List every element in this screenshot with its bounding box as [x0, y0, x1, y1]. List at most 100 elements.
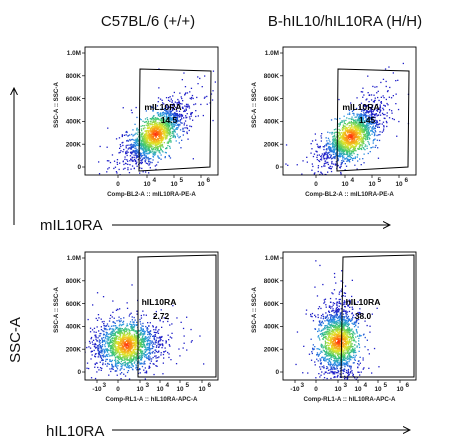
event-dot [374, 146, 376, 148]
event-dot [320, 159, 323, 161]
event-dot [395, 93, 397, 95]
event-dot [172, 113, 174, 115]
event-dot [329, 132, 331, 134]
event-dot [115, 346, 117, 348]
event-dot [159, 336, 161, 338]
event-dot [175, 114, 177, 117]
event-dot [162, 125, 165, 128]
event-dot [165, 117, 167, 119]
event-dot [113, 330, 116, 332]
event-dot [344, 146, 346, 148]
x-tick-label: 10 [197, 181, 205, 188]
event-dot [129, 138, 131, 141]
event-dot [366, 136, 368, 138]
event-dot [161, 131, 163, 133]
event-dot [320, 137, 323, 139]
y-tick-label: 0 [77, 164, 81, 171]
event-dot [365, 106, 367, 108]
event-dot [102, 343, 104, 346]
event-dot [134, 147, 136, 149]
event-dot [191, 96, 193, 99]
event-dot [146, 117, 148, 119]
event-dot [151, 358, 153, 360]
event-dot [153, 336, 155, 338]
event-dot [366, 126, 368, 129]
event-dot [323, 154, 326, 156]
event-dot [320, 172, 323, 174]
event-dot [174, 129, 176, 131]
event-dot [146, 142, 148, 144]
event-dot [146, 136, 149, 138]
event-dot [168, 113, 170, 115]
event-dot [117, 362, 119, 364]
event-dot [165, 112, 167, 115]
event-dot [111, 316, 113, 318]
event-dot [102, 356, 105, 358]
event-dot [153, 148, 155, 150]
event-dot [142, 310, 144, 312]
event-dot [161, 135, 163, 138]
event-dot [163, 113, 165, 116]
event-dot [121, 358, 123, 360]
event-dot [63, 362, 64, 363]
y-tick-label: 800K [264, 73, 280, 80]
event-dot [170, 118, 173, 121]
event-dot [143, 153, 145, 155]
event-dot [332, 183, 333, 184]
event-dot [349, 161, 351, 163]
event-dot [351, 157, 353, 160]
event-dot [131, 177, 132, 178]
event-dot [339, 143, 341, 145]
event-dot [115, 336, 117, 338]
event-dot [315, 150, 317, 152]
event-dot [145, 344, 148, 346]
event-dot [131, 327, 133, 330]
event-dot [342, 149, 344, 151]
event-dot [128, 367, 130, 369]
event-dot [338, 137, 340, 139]
event-dot [100, 350, 102, 352]
event-dot [129, 147, 131, 149]
y-axis-title: SSC-A :: SSC-A [53, 82, 60, 128]
event-dot [325, 174, 327, 175]
event-dot [363, 121, 366, 123]
event-dot [132, 330, 135, 332]
event-dot [351, 136, 353, 138]
event-dot [139, 334, 141, 336]
event-dot [161, 347, 163, 349]
event-dot [98, 317, 100, 319]
event-dot [169, 139, 171, 141]
event-dot [150, 146, 152, 148]
event-dot [126, 358, 128, 360]
event-dot [138, 362, 140, 364]
event-dot [108, 374, 110, 376]
event-dot [98, 351, 100, 354]
event-dot [103, 320, 105, 323]
event-dot [172, 122, 175, 124]
event-dot [385, 85, 387, 88]
event-dot [338, 142, 340, 144]
event-dot [371, 122, 374, 124]
event-dot [168, 139, 170, 141]
event-dot [137, 131, 139, 133]
event-dot [155, 148, 157, 150]
event-dot [367, 127, 369, 129]
event-dot [165, 106, 167, 108]
event-dot [130, 355, 132, 357]
event-dot [154, 140, 156, 142]
event-dot [145, 142, 147, 144]
event-dot [155, 341, 157, 344]
event-dot [134, 133, 136, 135]
event-dot [146, 122, 148, 124]
event-dot [341, 150, 343, 152]
event-dot [151, 347, 154, 350]
event-dot [144, 378, 146, 380]
event-dot [139, 333, 141, 335]
event-dot [335, 161, 337, 163]
event-dot [154, 153, 157, 155]
event-dot [115, 189, 116, 190]
event-dot [169, 118, 171, 120]
event-dot [97, 356, 99, 358]
event-dot [126, 337, 128, 339]
event-dot [179, 105, 181, 107]
